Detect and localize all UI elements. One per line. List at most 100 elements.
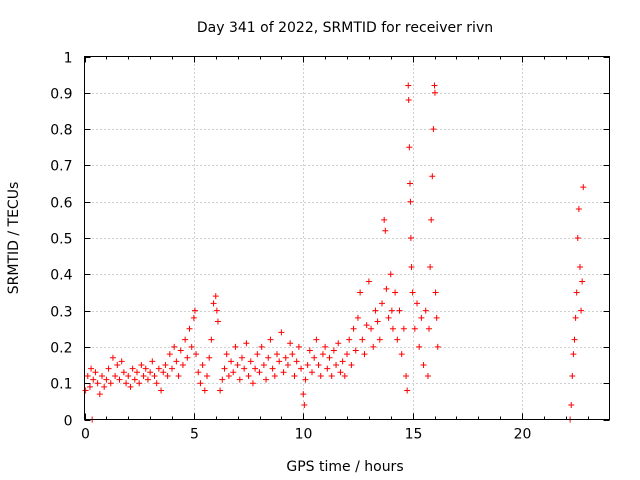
data-point <box>82 387 89 394</box>
data-point <box>428 216 435 223</box>
data-point <box>142 365 149 372</box>
y-tick-label: 0.1 <box>50 377 72 393</box>
data-point <box>381 216 388 223</box>
data-point <box>326 354 333 361</box>
data-point <box>269 365 276 372</box>
data-point <box>309 369 315 376</box>
data-point <box>84 372 91 379</box>
data-point <box>385 314 392 321</box>
data-point <box>210 300 217 307</box>
data-point <box>131 376 138 383</box>
data-point <box>289 351 296 358</box>
data-point <box>344 351 350 358</box>
data-point <box>182 336 189 343</box>
data-point <box>88 365 95 372</box>
data-point <box>302 376 309 383</box>
data-point <box>186 325 193 332</box>
data-point <box>569 372 576 379</box>
data-point <box>339 358 346 365</box>
data-point <box>276 358 283 365</box>
data-point <box>164 372 171 379</box>
data-point <box>109 354 116 361</box>
data-point <box>136 380 143 387</box>
data-point <box>247 358 254 365</box>
data-point <box>322 343 329 350</box>
data-point <box>370 343 377 350</box>
data-point <box>158 387 165 394</box>
data-point <box>263 376 270 383</box>
data-point <box>225 372 232 379</box>
y-tick-label: 0.2 <box>50 341 72 357</box>
data-point <box>219 376 226 383</box>
data-point <box>350 325 357 332</box>
data-point <box>400 325 407 332</box>
data-point <box>234 362 241 369</box>
data-point <box>372 307 379 314</box>
data-point <box>335 340 342 347</box>
data-point <box>298 365 305 372</box>
data-point <box>138 362 145 369</box>
x-tick-label: 20 <box>514 427 532 443</box>
data-point <box>580 184 587 191</box>
data-point <box>197 380 204 387</box>
data-point <box>112 372 119 379</box>
data-point <box>387 271 394 278</box>
data-point <box>324 365 331 372</box>
data-point <box>188 343 195 350</box>
data-point <box>274 351 280 358</box>
data-point <box>127 383 134 390</box>
data-point <box>287 340 294 347</box>
data-point <box>166 351 173 358</box>
x-tick-label: 5 <box>190 427 199 443</box>
data-point <box>241 365 248 372</box>
data-point <box>252 365 259 372</box>
data-point <box>214 318 221 325</box>
data-point <box>291 372 298 379</box>
data-point <box>134 369 140 376</box>
data-point <box>101 383 108 390</box>
data-point <box>424 372 431 379</box>
data-point <box>103 376 110 383</box>
x-axis-label: GPS time / hours <box>286 459 403 475</box>
data-point <box>293 358 300 365</box>
x-tick-label: 0 <box>81 427 90 443</box>
y-tick-label: 0.8 <box>50 123 72 139</box>
data-point <box>90 376 97 383</box>
y-tick-label: 0.7 <box>50 159 72 175</box>
data-point <box>574 235 581 241</box>
data-point <box>204 372 210 379</box>
data-point <box>149 358 156 365</box>
y-tick-label: 0.3 <box>50 305 72 321</box>
data-point <box>123 380 130 387</box>
data-point <box>376 336 383 343</box>
data-point <box>151 372 158 379</box>
data-point <box>190 314 197 321</box>
data-point <box>278 329 285 336</box>
data-point <box>105 365 112 372</box>
data-point <box>337 369 344 376</box>
data-point <box>107 380 114 387</box>
data-point <box>313 336 320 343</box>
data-point <box>403 372 410 379</box>
data-point <box>217 387 224 394</box>
data-point <box>359 336 366 343</box>
data-point <box>213 307 220 314</box>
data-point <box>162 362 169 369</box>
data-point <box>407 198 414 205</box>
data-point <box>301 401 308 408</box>
data-point <box>570 351 577 358</box>
data-point <box>265 354 272 361</box>
data-point <box>114 362 121 369</box>
data-point <box>368 325 375 332</box>
data-point <box>254 351 261 358</box>
data-point <box>228 358 235 365</box>
data-point <box>404 387 411 394</box>
data-point <box>406 144 413 151</box>
y-tick-label: 0.6 <box>50 196 72 212</box>
data-point <box>430 126 437 133</box>
data-point <box>223 351 230 358</box>
data-point <box>348 362 355 369</box>
data-point <box>208 336 215 343</box>
data-point <box>330 347 337 354</box>
data-point <box>426 325 433 332</box>
